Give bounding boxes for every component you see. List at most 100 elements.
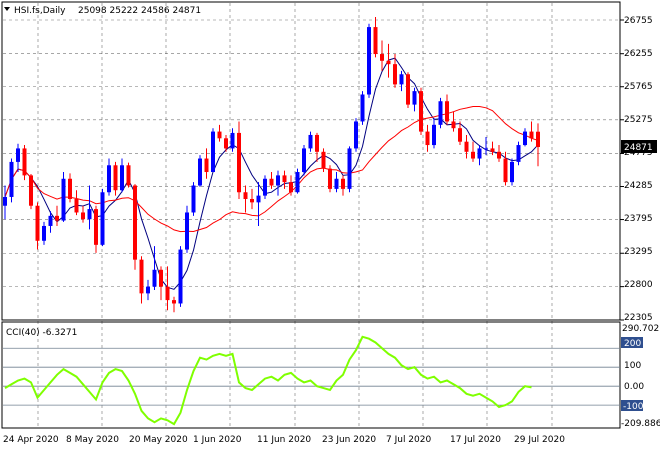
candle: [295, 168, 300, 194]
candle: [263, 175, 267, 199]
candle-body: [269, 178, 274, 186]
price-label: 22305: [624, 313, 653, 323]
date-label: 23 Jun 2020: [322, 435, 376, 445]
candle-body: [425, 131, 430, 146]
candle-body: [126, 165, 131, 186]
candle-body: [159, 269, 163, 287]
candle-body: [22, 148, 27, 176]
candle-body: [373, 27, 378, 55]
candle: [198, 155, 202, 187]
price-label: 22800: [624, 280, 653, 290]
candle: [451, 111, 456, 132]
candle: [276, 170, 280, 196]
candle-body: [185, 212, 189, 250]
candle: [211, 128, 215, 173]
candle: [302, 145, 306, 176]
candle: [321, 148, 326, 173]
cci-axis[interactable]: 290.7027 200 100 0.00 -100 -209.886: [621, 324, 660, 429]
candle-body: [198, 158, 202, 186]
candle-body: [477, 148, 482, 159]
candle: [503, 151, 508, 186]
candle-body: [217, 131, 222, 139]
candle: [120, 158, 124, 193]
candle: [224, 134, 228, 152]
candle: [334, 172, 339, 193]
candle-body: [458, 128, 462, 142]
candle: [243, 185, 248, 213]
candle: [139, 256, 144, 304]
price-axis[interactable]: 26755 26255 25765 25275 24775 24285 2379…: [624, 16, 653, 323]
candle-body: [42, 225, 46, 241]
candle-body: [393, 64, 397, 85]
candle: [178, 246, 183, 307]
price-label: 25275: [624, 115, 653, 125]
price-label: 26255: [624, 49, 653, 59]
candle: [9, 158, 14, 203]
candle-body: [438, 101, 443, 125]
candle-body: [341, 178, 345, 189]
date-label: 17 Jul 2020: [450, 435, 501, 445]
candle: [367, 23, 371, 98]
candle: [126, 162, 131, 188]
candle: [347, 146, 352, 193]
candle-body: [191, 185, 196, 213]
candle-body: [263, 178, 267, 196]
price-label: 25765: [624, 82, 653, 92]
symbol-dropdown[interactable]: HSI.fs,Daily: [4, 6, 66, 16]
candle-body: [516, 145, 521, 162]
candle-body: [74, 198, 79, 213]
candle: [55, 205, 59, 226]
candle-body: [120, 165, 124, 191]
symbol-label: HSI.fs,Daily: [14, 6, 66, 16]
candle: [308, 131, 313, 152]
candle: [42, 221, 46, 245]
chevron-down-icon[interactable]: [4, 7, 10, 11]
candle: [191, 182, 196, 216]
candle-body: [399, 74, 404, 85]
candle-body: [256, 195, 261, 203]
candle: [490, 141, 495, 156]
price-label: 23295: [624, 247, 653, 257]
candle-body: [302, 148, 306, 173]
candle-body: [16, 148, 20, 162]
candle-body: [165, 286, 170, 301]
time-axis[interactable]: 24 Apr 2020 8 May 2020 20 May 2020 1 Jun…: [3, 435, 565, 445]
candle-body: [224, 138, 228, 149]
candle-body: [484, 148, 488, 150]
candle: [48, 211, 53, 233]
candle: [35, 202, 40, 250]
candle-body: [139, 259, 144, 294]
candle: [29, 174, 33, 210]
cci-axis-label: 290.7027: [622, 324, 660, 334]
candle: [516, 141, 521, 166]
candle-body: [419, 91, 423, 132]
candles[interactable]: [3, 16, 540, 313]
candle-body: [81, 212, 85, 220]
candle: [133, 184, 137, 270]
price-label: 24285: [624, 181, 653, 191]
candle-body: [178, 249, 183, 304]
candle: [113, 161, 118, 196]
candle-body: [48, 215, 53, 226]
cci-axis-label: 200: [624, 339, 641, 349]
candle: [360, 91, 365, 125]
candle: [159, 266, 163, 301]
candle-body: [243, 192, 248, 199]
candle-body: [490, 148, 495, 152]
ohlc-readout: 25098 25222 24586 24871: [78, 6, 201, 16]
candle-body: [432, 124, 436, 146]
candle-body: [276, 175, 280, 186]
candle-body: [497, 151, 501, 159]
cci-axis-label: -209.886: [621, 419, 660, 429]
candle: [399, 70, 404, 92]
candle-body: [282, 175, 287, 183]
fast-moving-average-line: [4, 57, 539, 290]
cci-axis-label: -100: [623, 402, 644, 412]
candle: [497, 145, 501, 162]
candle: [393, 54, 397, 88]
candle: [464, 134, 469, 159]
candle-body: [29, 175, 33, 206]
candle: [536, 123, 540, 167]
